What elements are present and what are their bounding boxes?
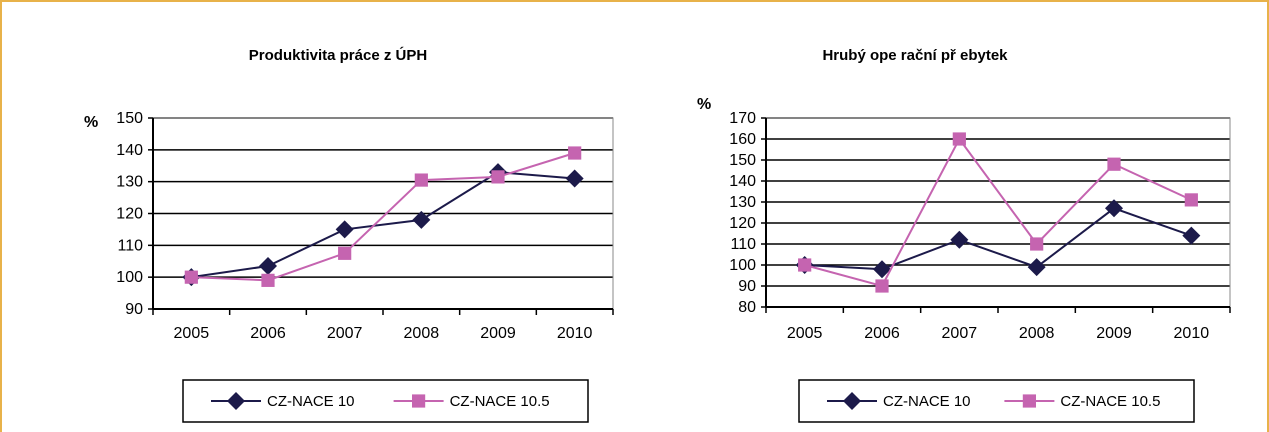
data-point-diamond xyxy=(335,220,354,239)
legend-label: CZ-NACE 10 xyxy=(883,393,971,410)
legend: CZ-NACE 10 CZ-NACE 10.5 xyxy=(182,379,589,423)
data-point-square xyxy=(412,394,426,408)
legend: CZ-NACE 10 CZ-NACE 10.5 xyxy=(798,379,1195,423)
series-line xyxy=(804,137,1192,288)
data-point-square xyxy=(184,270,198,284)
legend-entry: CZ-NACE 10 xyxy=(827,392,971,410)
x-tick-label: 2009 xyxy=(480,325,516,342)
data-point-diamond xyxy=(412,210,431,229)
data-point-square xyxy=(1022,394,1036,408)
x-tick-label: 2005 xyxy=(787,325,823,342)
series-2 xyxy=(798,132,1198,293)
data-point-square xyxy=(952,132,966,146)
x-tick-label: 2008 xyxy=(1019,325,1055,342)
chart-title: Hrubý ope rační př ebytek xyxy=(822,47,1008,64)
data-point-square xyxy=(1030,237,1044,251)
legend-label: CZ-NACE 10.5 xyxy=(450,393,550,410)
y-tick-label: 130 xyxy=(729,194,756,211)
y-tick-label: 140 xyxy=(116,142,143,159)
data-point-diamond xyxy=(227,392,245,410)
data-point-diamond xyxy=(1182,226,1201,245)
legend-entry: CZ-NACE 10 xyxy=(211,392,355,410)
data-point-square xyxy=(491,170,505,184)
y-tick-label: 90 xyxy=(125,301,143,318)
x-tick-label: 2010 xyxy=(1174,325,1210,342)
y-tick-label: 130 xyxy=(116,174,143,191)
chart-1: Produktivita práce z ÚPH 90 100 110 120 130 14… xyxy=(84,46,614,423)
y-tick-label: 120 xyxy=(729,215,756,232)
legend-box xyxy=(182,379,589,423)
y-tick-label: 100 xyxy=(729,257,756,274)
y-tick-label: 170 xyxy=(729,110,756,127)
data-point-diamond xyxy=(565,169,584,188)
series-2 xyxy=(184,146,582,287)
y-tick-label: 90 xyxy=(738,278,756,295)
legend-label: CZ-NACE 10 xyxy=(267,393,355,410)
plot-area xyxy=(765,117,1231,308)
x-tick-label: 2008 xyxy=(404,325,440,342)
x-tick-label: 2009 xyxy=(1096,325,1132,342)
y-axis-unit: % xyxy=(84,114,98,131)
data-point-square xyxy=(875,279,889,293)
data-point-diamond xyxy=(259,257,277,276)
x-tick-label: 2007 xyxy=(327,325,363,342)
y-tick-label: 140 xyxy=(729,173,756,190)
data-point-diamond xyxy=(950,230,969,249)
y-tick-label: 110 xyxy=(730,236,756,253)
chart-title: Produktivita práce z ÚPH xyxy=(249,46,427,64)
x-tick-label: 2006 xyxy=(250,325,286,342)
data-point-diamond xyxy=(843,392,861,410)
data-point-square xyxy=(338,246,352,260)
legend-label: CZ-NACE 10.5 xyxy=(1060,393,1160,410)
series-line xyxy=(191,152,575,282)
x-tick-label: 2010 xyxy=(557,325,593,342)
y-tick-label: 120 xyxy=(116,206,143,223)
data-point-square xyxy=(414,173,428,187)
y-tick-label: 150 xyxy=(729,152,756,169)
x-tick-label: 2005 xyxy=(174,325,210,342)
data-point-square xyxy=(798,258,812,272)
chart-2: Hrubý ope rační př ebytek 80 90 100 110 120 13… xyxy=(697,47,1231,423)
legend-entry: CZ-NACE 10.5 xyxy=(1004,393,1160,410)
y-axis-unit: % xyxy=(697,96,711,113)
legend-entry: CZ-NACE 10.5 xyxy=(393,393,550,410)
y-tick-label: 110 xyxy=(117,237,143,254)
data-point-diamond xyxy=(873,260,891,279)
data-point-diamond xyxy=(1027,258,1046,277)
y-tick-label: 80 xyxy=(738,299,756,316)
data-point-square xyxy=(568,146,582,160)
data-point-square xyxy=(1184,193,1198,207)
x-tick-label: 2006 xyxy=(864,325,900,342)
y-tick-label: 100 xyxy=(116,269,143,286)
data-point-square xyxy=(1107,157,1121,171)
y-tick-label: 160 xyxy=(729,131,756,148)
series-1 xyxy=(795,199,1201,279)
data-point-diamond xyxy=(1105,199,1123,218)
y-tick-label: 150 xyxy=(116,110,143,127)
series-line xyxy=(191,171,575,279)
x-tick-label: 2007 xyxy=(942,325,978,342)
data-point-square xyxy=(261,273,275,287)
series-line xyxy=(804,207,1192,271)
